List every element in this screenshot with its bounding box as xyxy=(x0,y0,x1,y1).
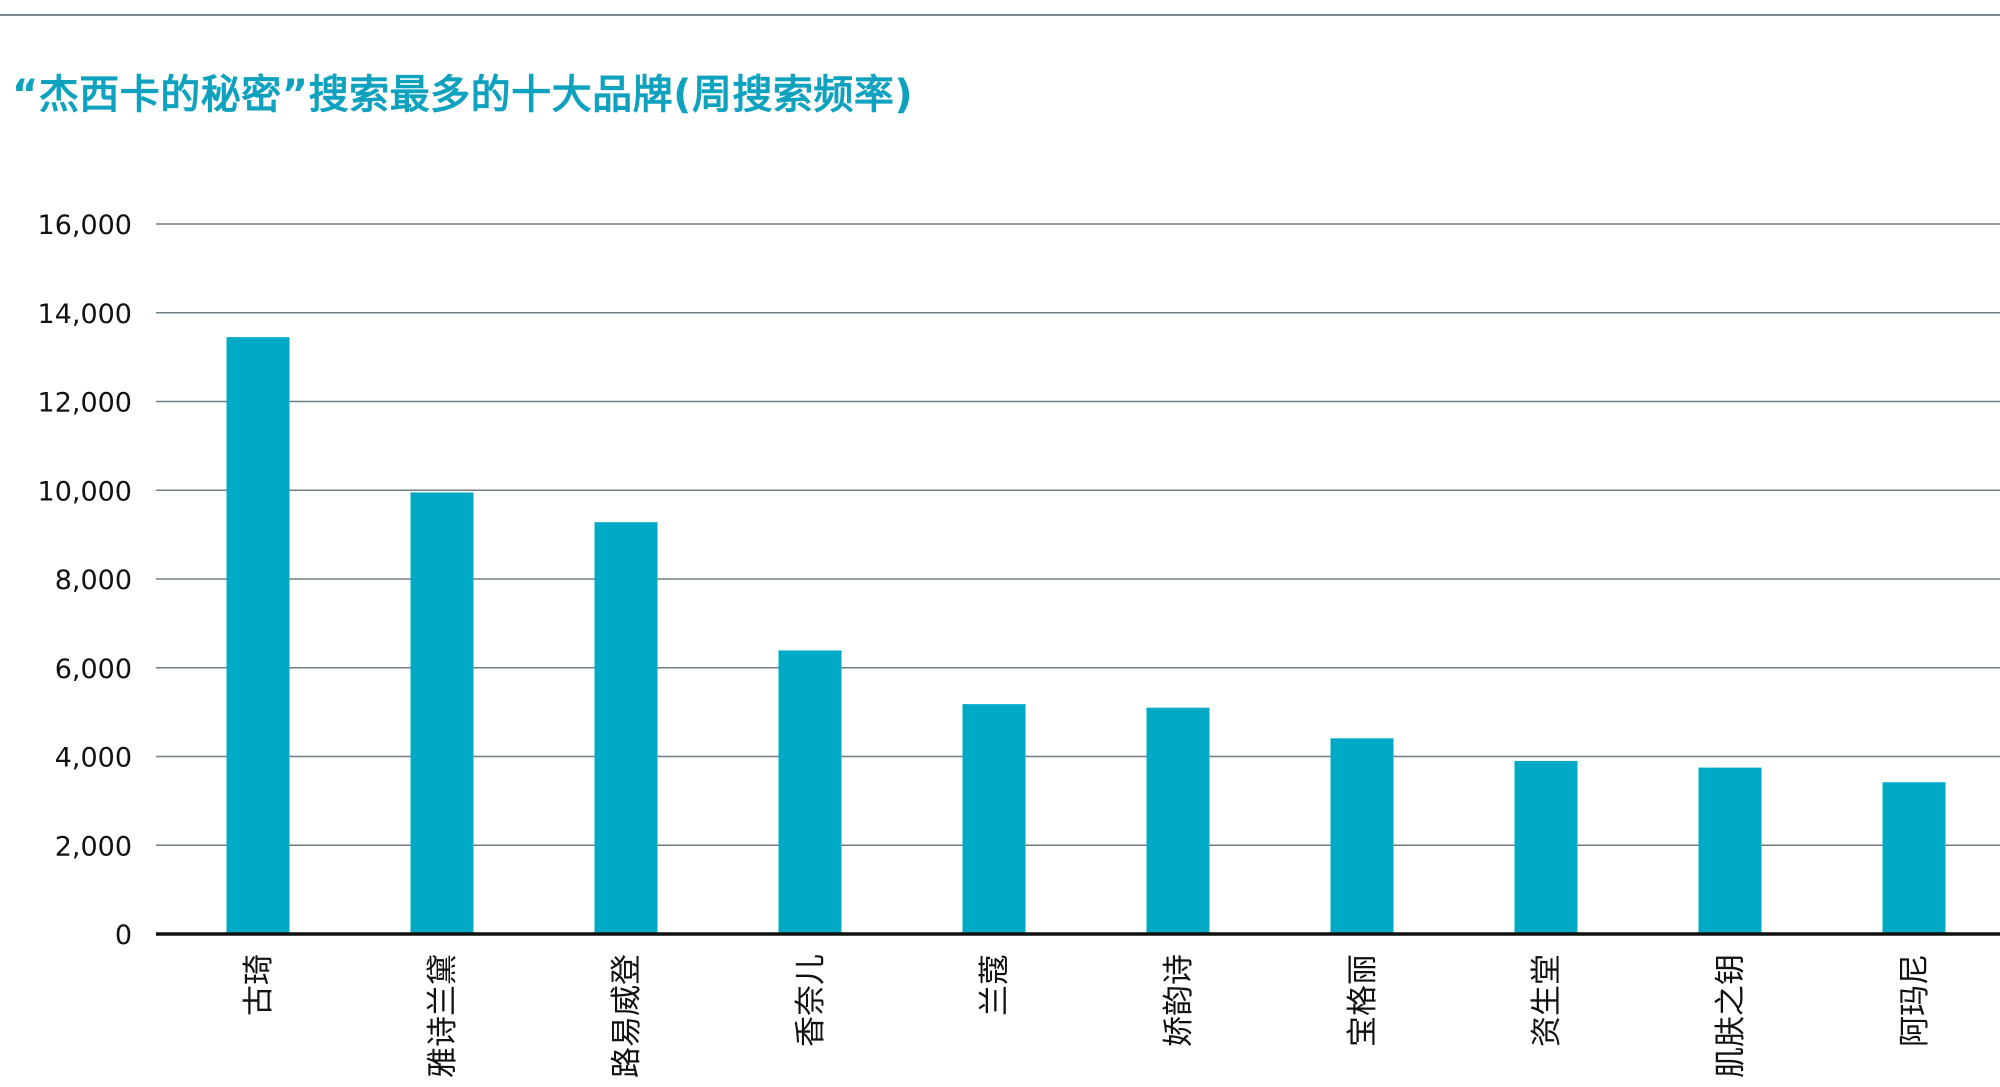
bar xyxy=(1146,707,1210,934)
bar xyxy=(1514,760,1578,934)
bar xyxy=(962,704,1026,934)
x-category-label: 路易威登 xyxy=(609,954,645,1078)
x-category-label: 宝格丽 xyxy=(1345,954,1381,1047)
y-tick-label: 2,000 xyxy=(55,831,132,862)
bar xyxy=(1882,782,1946,934)
bar xyxy=(226,337,290,934)
x-category-label: 兰蔻 xyxy=(977,954,1013,1016)
bar xyxy=(594,522,658,934)
top-divider xyxy=(0,14,2000,16)
x-axis-labels: 古琦 雅诗兰黛 路易威登 香奈儿 兰蔻 娇韵诗 宝格丽 资生堂 肌肤之钥 阿玛尼 xyxy=(241,954,1933,1078)
x-category-label: 肌肤之钥 xyxy=(1713,954,1749,1078)
y-tick-label: 6,000 xyxy=(55,654,132,685)
x-category-label: 雅诗兰黛 xyxy=(425,954,461,1078)
y-tick-label: 14,000 xyxy=(38,299,132,330)
y-tick-label: 8,000 xyxy=(55,565,132,596)
y-tick-label: 4,000 xyxy=(55,743,132,774)
bar xyxy=(1698,767,1762,934)
y-tick-label: 12,000 xyxy=(38,388,132,419)
x-category-label: 香奈儿 xyxy=(793,954,829,1047)
x-category-label: 资生堂 xyxy=(1529,954,1565,1047)
x-category-label: 古琦 xyxy=(241,954,277,1016)
y-tick-label: 0 xyxy=(115,920,132,951)
bars xyxy=(226,337,1946,934)
y-tick-label: 10,000 xyxy=(38,476,132,507)
x-category-label: 娇韵诗 xyxy=(1161,954,1197,1047)
chart-title: “杰西卡的秘密”搜索最多的十大品牌(周搜索频率) xyxy=(12,72,914,118)
y-tick-label: 16,000 xyxy=(38,210,132,241)
bar xyxy=(778,650,842,934)
bar xyxy=(1330,738,1394,934)
y-axis-ticks: 0 2,000 4,000 6,000 8,000 10,000 12,000 14,000 1… xyxy=(38,210,132,951)
bar xyxy=(410,492,474,934)
x-category-label: 阿玛尼 xyxy=(1897,954,1933,1047)
